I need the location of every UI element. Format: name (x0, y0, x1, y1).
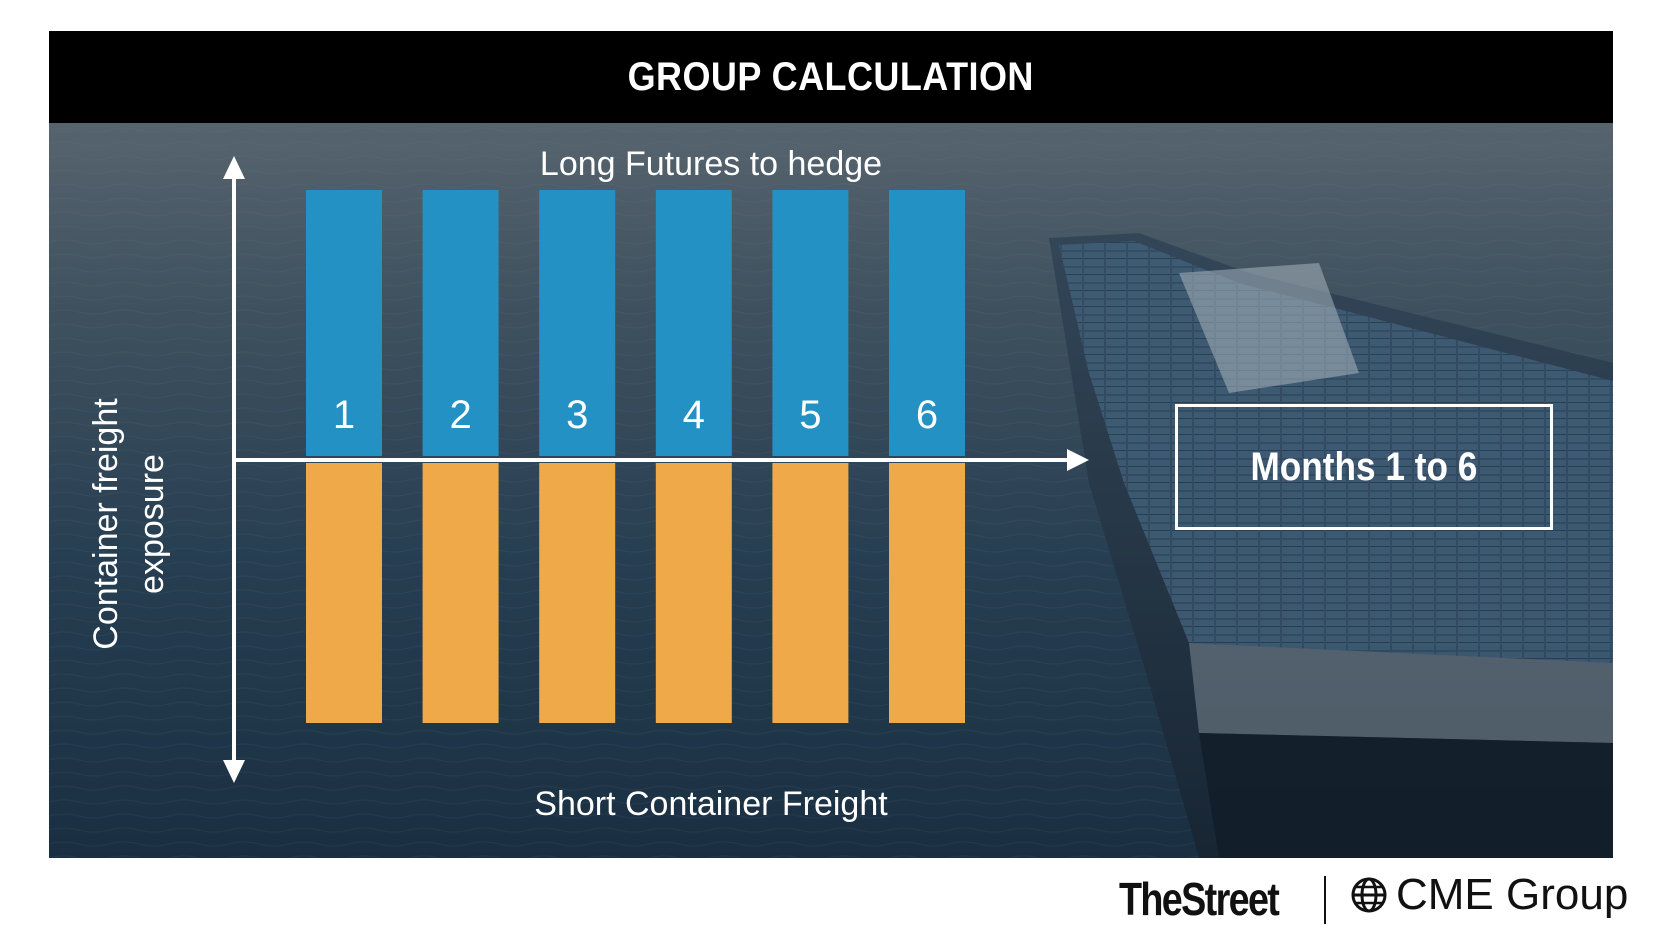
long-futures-bar (772, 190, 849, 456)
title-bar: GROUP CALCULATION (49, 31, 1613, 123)
long-futures-bar (655, 190, 732, 456)
axis-label: Container freight exposure (87, 398, 171, 650)
long-futures-label: Long Futures to hedge (539, 145, 883, 183)
globe-icon (1351, 877, 1387, 913)
background-scene: 1 2 3 4 5 6 Long Futures to hedge Short Conta… (49, 123, 1613, 858)
month-number-label: 6 (916, 393, 938, 437)
long-futures-bar (306, 190, 382, 456)
hedge-diagram: 1 2 3 4 5 6 (223, 156, 1089, 783)
right-arrow-icon (1067, 449, 1089, 471)
cme-group-logo: CME Group (1350, 870, 1628, 920)
months-box-label: Months 1 to 6 (1250, 444, 1478, 489)
bars-group: 1 2 3 4 5 6 (306, 190, 965, 723)
month-number-label: 3 (566, 393, 588, 437)
cme-group-text: CME Group (1396, 870, 1629, 919)
month-number-label: 5 (799, 393, 821, 437)
thestreet-logo: TheStreet (1119, 873, 1280, 925)
long-futures-bar (539, 190, 616, 456)
short-freight-bar (772, 463, 849, 723)
short-freight-label: Short Container Freight (534, 785, 888, 823)
down-arrow-icon (223, 760, 245, 783)
month-number-label: 4 (683, 393, 705, 437)
logo-divider (1324, 876, 1326, 924)
short-freight-bar (539, 463, 616, 723)
short-freight-bar (306, 463, 382, 723)
short-freight-bar (889, 463, 965, 723)
long-futures-bar (889, 190, 965, 456)
footer: TheStreet CME Group (0, 862, 1654, 952)
month-number-label: 2 (449, 393, 471, 437)
up-arrow-icon (223, 156, 245, 179)
diagram-title: GROUP CALCULATION (627, 54, 1035, 99)
long-futures-bar (422, 190, 499, 456)
months-box: Months 1 to 6 (1175, 404, 1553, 530)
diagram-frame: GROUP CALCULATION (49, 31, 1613, 858)
month-number-label: 1 (333, 393, 355, 437)
ship-shape (1049, 233, 1613, 858)
short-freight-bar (655, 463, 732, 723)
short-freight-bar (422, 463, 499, 723)
